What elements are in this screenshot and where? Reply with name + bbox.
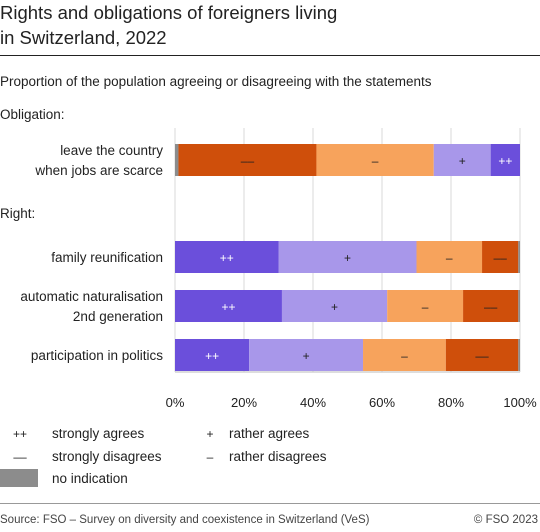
category-label: family reunification xyxy=(51,250,163,265)
x-tick-label: 80% xyxy=(438,395,464,410)
copyright-note: © FSO 2023 xyxy=(473,514,538,526)
category-label: 2nd generation xyxy=(73,309,163,324)
bar-segment-rather-agrees xyxy=(278,241,417,273)
category-label: automatic naturalisation xyxy=(20,289,163,304)
segment-label: ++ xyxy=(220,251,234,265)
bar-segment-strongly-agrees xyxy=(175,339,250,371)
x-tick-label: 100% xyxy=(503,395,537,410)
bar-segment-strongly-agrees xyxy=(175,241,279,273)
bar-segment-no-indication xyxy=(518,339,520,371)
legend-symbol: ++ xyxy=(13,427,27,441)
legend-label: strongly disagrees xyxy=(52,449,162,464)
legend-label: rather agrees xyxy=(229,426,310,441)
segment-label: – xyxy=(401,349,408,363)
bar-segment-no-indication xyxy=(518,290,520,322)
legend-label: rather disagrees xyxy=(229,449,327,464)
bar-segment-strongly-agrees xyxy=(175,290,282,322)
group-label: Obligation: xyxy=(0,107,65,122)
chart-subtitle: Proportion of the population agreeing or… xyxy=(0,74,432,89)
group-label: Right: xyxy=(0,206,35,221)
bar-segment-rather-agrees xyxy=(433,144,491,176)
bar-segment-rather-agrees xyxy=(249,339,364,371)
bar-segment-rather-disagrees xyxy=(416,241,483,273)
segment-label: + xyxy=(459,154,466,168)
category-label: participation in politics xyxy=(31,348,163,363)
chart-title-line-1: Rights and obligations of foreigners liv… xyxy=(0,2,338,23)
legend-symbol: + xyxy=(206,427,213,441)
x-tick-label: 40% xyxy=(300,395,326,410)
footer-divider xyxy=(0,503,540,504)
title-divider xyxy=(0,55,540,56)
segment-label: –– xyxy=(493,251,507,265)
x-tick-label: 0% xyxy=(166,395,185,410)
x-tick-label: 60% xyxy=(369,395,395,410)
chart-title-line-2: in Switzerland, 2022 xyxy=(0,27,167,48)
x-tick-label: 20% xyxy=(231,395,257,410)
segment-label: – xyxy=(372,154,379,168)
segment-label: –– xyxy=(484,300,498,314)
legend-label: no indication xyxy=(52,471,128,486)
segment-label: ++ xyxy=(498,154,512,168)
segment-label: –– xyxy=(241,154,255,168)
source-note: Source: FSO – Survey on diversity and co… xyxy=(0,514,370,526)
bar-segment-rather-agrees xyxy=(281,290,388,322)
bar-segment-rather-disagrees xyxy=(363,339,446,371)
segment-label: + xyxy=(331,300,338,314)
category-label: leave the country xyxy=(60,143,163,158)
bar-segment-rather-disagrees xyxy=(316,144,434,176)
bar-segment-no-indication xyxy=(175,144,179,176)
legend-symbol: – xyxy=(207,450,214,464)
legend-symbol: –– xyxy=(13,450,27,464)
legend-label: strongly agrees xyxy=(52,426,145,441)
segment-label: ++ xyxy=(205,349,219,363)
chart-title: Rights and obligations of foreigners liv… xyxy=(0,0,540,50)
category-label: when jobs are scarce xyxy=(34,163,163,178)
bar-segment-strongly-disagrees xyxy=(463,290,519,322)
segment-label: – xyxy=(422,300,429,314)
segment-label: – xyxy=(446,251,453,265)
bar-segment-rather-disagrees xyxy=(387,290,464,322)
segment-label: ++ xyxy=(221,300,235,314)
segment-label: + xyxy=(303,349,310,363)
bar-segment-strongly-disagrees xyxy=(445,339,519,371)
segment-label: –– xyxy=(475,349,489,363)
bar-segment-strongly-disagrees xyxy=(178,144,317,176)
bar-segment-no-indication xyxy=(518,241,520,273)
bar-segment-strongly-agrees xyxy=(490,144,520,176)
legend-swatch-no-indication xyxy=(0,469,38,487)
bar-segment-strongly-disagrees xyxy=(482,241,519,273)
segment-label: + xyxy=(344,251,351,265)
